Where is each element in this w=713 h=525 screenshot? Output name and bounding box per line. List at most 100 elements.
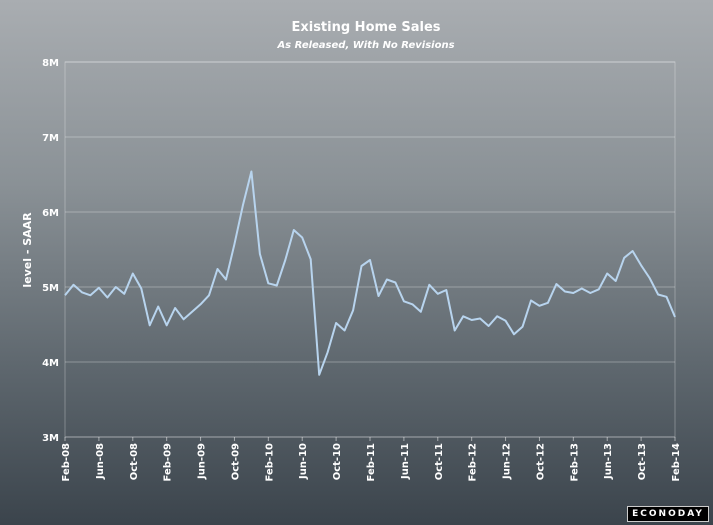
data-point [462, 315, 464, 317]
x-tick-label: Jun-11 [400, 443, 411, 480]
data-point [428, 284, 430, 286]
x-tick-label: Jun-08 [95, 443, 106, 480]
y-tick-label: 6M [42, 208, 59, 219]
grid-lines [64, 61, 676, 441]
data-point [606, 272, 608, 274]
data-point [665, 296, 667, 298]
x-tick-label: Feb-08 [61, 443, 72, 481]
x-tick-label: Feb-13 [569, 443, 580, 481]
x-tick-label: Oct-10 [332, 443, 343, 480]
data-point [199, 303, 201, 305]
x-tick-label: Feb-10 [264, 443, 275, 481]
data-point [631, 250, 633, 252]
data-point [513, 333, 515, 335]
x-tick-label: Feb-09 [163, 443, 174, 481]
data-point [157, 305, 159, 307]
data-point [233, 243, 235, 245]
data-point [411, 303, 413, 305]
data-point [115, 286, 117, 288]
data-point [149, 324, 151, 326]
y-tick-label: 3M [42, 433, 59, 444]
data-point [225, 278, 227, 280]
data-point [174, 307, 176, 309]
data-point [547, 302, 549, 304]
data-point [89, 294, 91, 296]
data-point [81, 291, 83, 293]
data-point [242, 204, 244, 206]
data-point [420, 311, 422, 313]
data-point [267, 282, 269, 284]
data-point [640, 264, 642, 266]
data-point [106, 296, 108, 298]
series-line [64, 170, 676, 376]
data-point [318, 374, 320, 376]
data-point [276, 284, 278, 286]
x-tick-label: Oct-12 [535, 443, 546, 480]
data-point [123, 293, 125, 295]
x-tick-label: Oct-08 [129, 443, 140, 480]
series-group [64, 170, 676, 376]
y-tick-label: 7M [42, 133, 59, 144]
data-point [98, 287, 100, 289]
data-point [598, 288, 600, 290]
data-point [352, 309, 354, 311]
data-point [614, 280, 616, 282]
y-tick-label: 8M [42, 58, 59, 69]
data-point [326, 351, 328, 353]
data-point [648, 277, 650, 279]
data-point [538, 305, 540, 307]
y-tick-labels: 3M 4M 5M 6M 7M 8M [42, 58, 59, 444]
data-point [208, 294, 210, 296]
data-point [445, 289, 447, 291]
x-tick-label: Oct-09 [230, 443, 241, 480]
data-point [216, 268, 218, 270]
data-point [293, 229, 295, 231]
data-point [496, 315, 498, 317]
data-point [403, 300, 405, 302]
data-point [657, 293, 659, 295]
x-tick-label: Oct-11 [434, 443, 445, 480]
y-tick-label: 4M [42, 358, 59, 369]
data-point [470, 319, 472, 321]
x-tick-label: Feb-11 [366, 443, 377, 481]
data-point [309, 258, 311, 260]
data-point [589, 292, 591, 294]
data-point [259, 253, 261, 255]
x-tick-label: Feb-12 [468, 443, 479, 481]
data-point [284, 259, 286, 261]
data-point [132, 272, 134, 274]
data-point [165, 324, 167, 326]
data-point [454, 329, 456, 331]
x-tick-label: Oct-13 [637, 443, 648, 480]
x-tick-label: Feb-14 [671, 443, 682, 481]
data-point [437, 293, 439, 295]
data-point [530, 299, 532, 301]
data-point [343, 329, 345, 331]
data-point [555, 283, 557, 285]
chart-subtitle: As Released, With No Revisions [276, 40, 454, 51]
plot-frame [64, 61, 676, 438]
econoday-logo: ECONODAY [627, 506, 709, 522]
data-point [64, 294, 66, 296]
data-point [623, 257, 625, 259]
data-point [377, 295, 379, 297]
data-point [191, 311, 193, 313]
data-point [301, 236, 303, 238]
data-point [72, 284, 74, 286]
data-point [140, 287, 142, 289]
data-point [335, 322, 337, 324]
data-point [394, 281, 396, 283]
x-tick-label: Jun-13 [603, 443, 614, 480]
x-tick-labels: Feb-08 Jun-08 Oct-08 Feb-09 Jun-09 Oct-09 Feb-… [61, 443, 682, 481]
data-point [487, 325, 489, 327]
data-point [182, 318, 184, 320]
data-point [572, 292, 574, 294]
data-point [674, 316, 676, 318]
x-tick-label: Jun-09 [197, 443, 208, 480]
data-point [521, 326, 523, 328]
data-point [479, 317, 481, 319]
chart-title: Existing Home Sales [291, 20, 440, 35]
x-tick-label: Jun-10 [298, 443, 309, 480]
